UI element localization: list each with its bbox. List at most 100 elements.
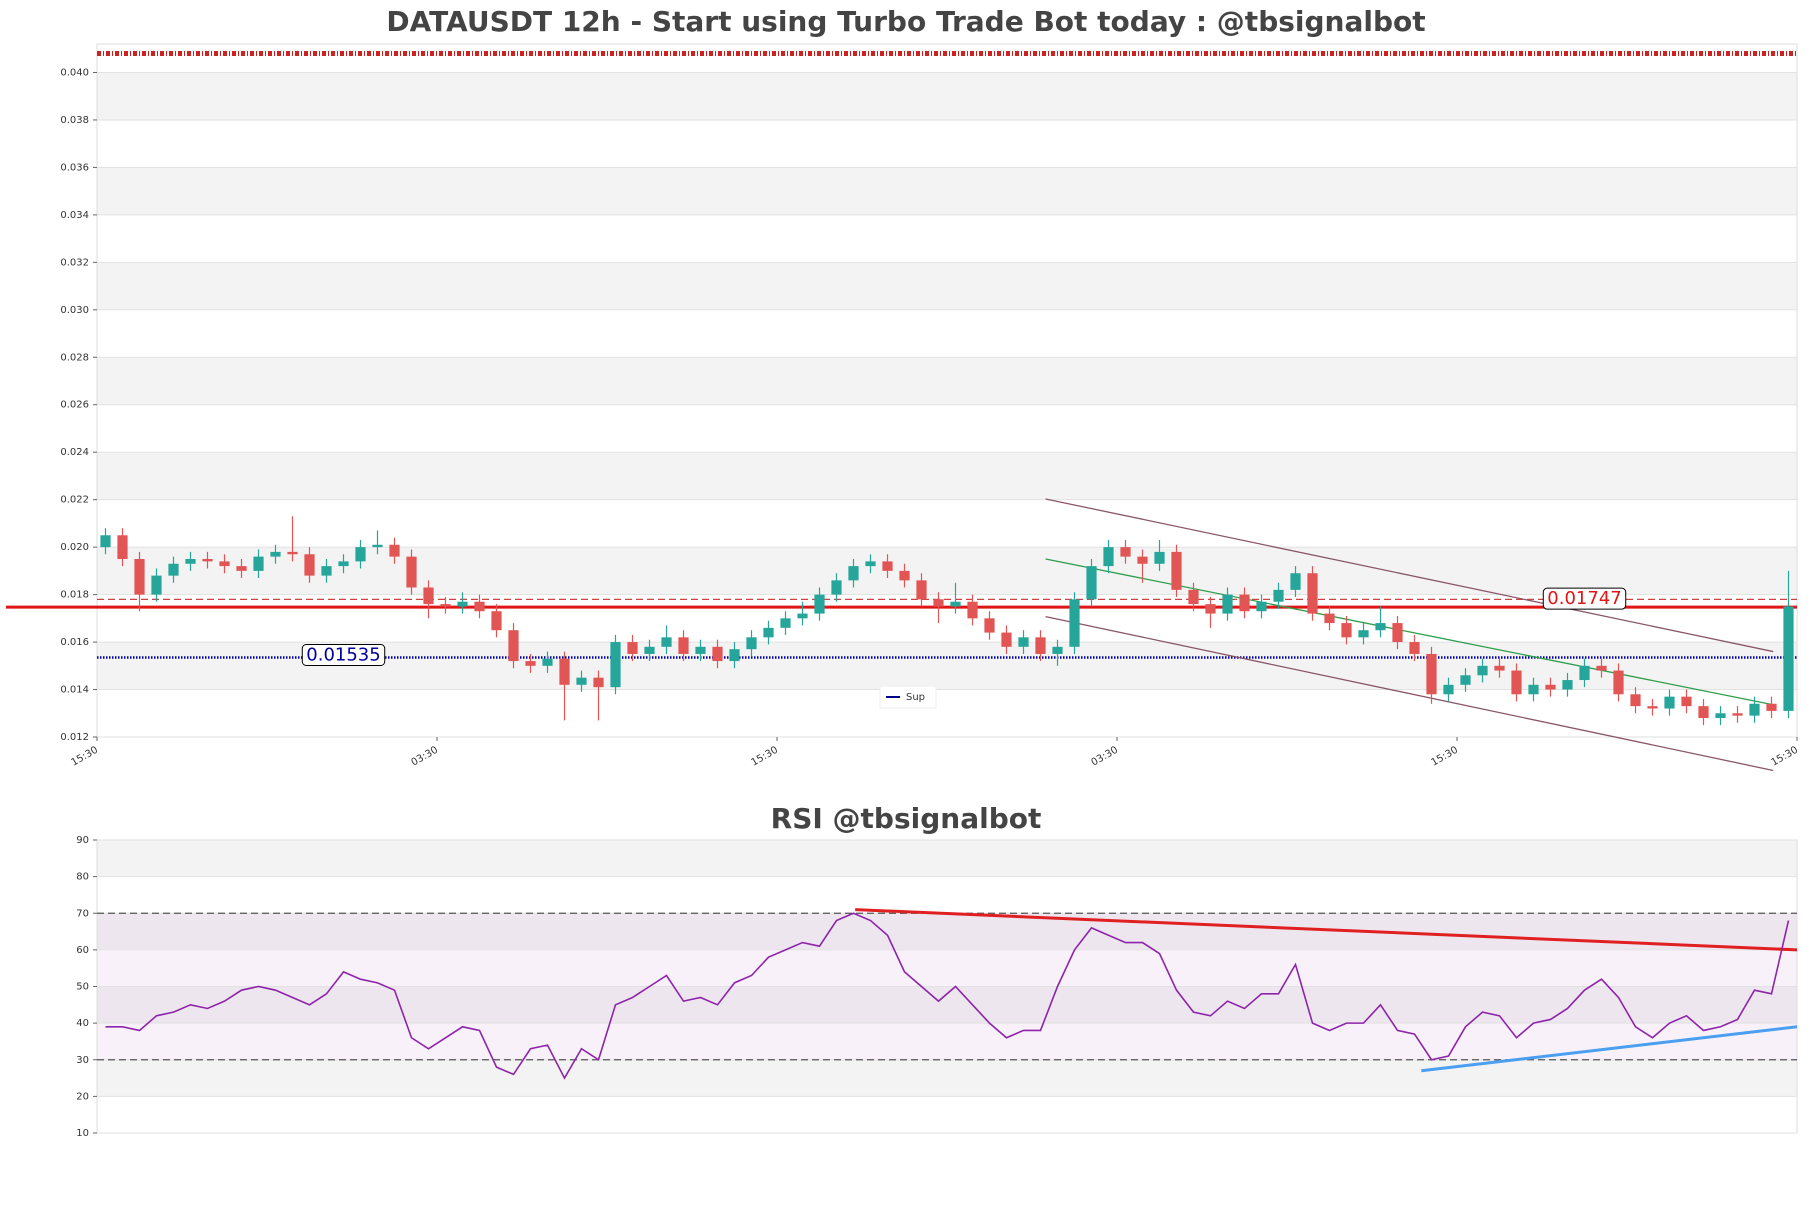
band xyxy=(97,262,1797,310)
candle-body xyxy=(1460,675,1471,685)
y-tick-label: 0.020 xyxy=(60,542,89,553)
candle-body xyxy=(559,658,570,685)
candle-body xyxy=(321,566,332,576)
candle-body xyxy=(1188,589,1199,605)
candle-body xyxy=(1766,703,1777,711)
band xyxy=(97,1059,1797,1097)
candle-body xyxy=(1290,573,1301,590)
candle-body xyxy=(576,677,587,685)
candle-body xyxy=(1732,713,1743,716)
candle-body xyxy=(1698,706,1709,719)
x-tick-label: 15:30 xyxy=(1430,745,1460,769)
candle-body xyxy=(270,551,281,557)
legend-box xyxy=(879,685,937,709)
candle-body xyxy=(797,613,808,619)
y-tick-label: 80 xyxy=(76,872,89,883)
y-tick-label: 0.022 xyxy=(60,495,89,506)
candle-body xyxy=(865,561,876,567)
candle-body xyxy=(1528,684,1539,695)
candle-body xyxy=(423,587,434,605)
candle-body xyxy=(831,580,842,595)
y-tick-label: 40 xyxy=(76,1018,89,1029)
candle-body xyxy=(1511,670,1522,695)
level-label-text: 0.01747 xyxy=(1547,588,1621,609)
candle-body xyxy=(253,556,264,571)
band xyxy=(97,72,1797,120)
candle-body xyxy=(933,599,944,607)
candle-body xyxy=(134,559,145,595)
candle-body xyxy=(185,559,196,564)
band xyxy=(97,986,1797,1024)
candle-body xyxy=(168,563,179,576)
y-tick-label: 0.018 xyxy=(60,590,89,601)
legend-label: Sup xyxy=(906,692,925,703)
candle-body xyxy=(1579,665,1590,681)
level-label-box xyxy=(301,643,386,666)
candle-body xyxy=(916,580,927,600)
y-tick-label: 0.024 xyxy=(60,447,89,458)
candle-body xyxy=(1749,703,1760,716)
level-label: 0.01747 xyxy=(1542,587,1627,610)
trend-line xyxy=(1045,616,1774,772)
candle-body xyxy=(1035,637,1046,654)
candle-body xyxy=(984,618,995,633)
candle-body xyxy=(338,561,349,567)
y-tick-label: 0.036 xyxy=(60,162,89,173)
candle-body xyxy=(372,544,383,548)
candle-body xyxy=(644,646,655,654)
trend-line xyxy=(1421,1025,1798,1073)
candle-body xyxy=(610,642,621,688)
candle-body xyxy=(440,604,451,607)
candle-body xyxy=(1681,696,1692,707)
y-tick-label: 90 xyxy=(76,835,89,846)
candle-body xyxy=(1358,630,1369,638)
candle-body xyxy=(1494,665,1505,671)
candle-body xyxy=(1613,670,1624,695)
y-tick-label: 0.028 xyxy=(60,352,89,363)
candle-body xyxy=(389,544,400,557)
candle-body xyxy=(1477,665,1488,676)
y-tick-label: 60 xyxy=(76,945,89,956)
candle-body xyxy=(661,637,672,647)
candle-body xyxy=(1392,623,1403,643)
candle-body xyxy=(1324,613,1335,624)
x-tick-label: 03:30 xyxy=(410,745,440,769)
candle-body xyxy=(1562,680,1573,690)
candle-body xyxy=(729,649,740,662)
candle-body xyxy=(525,661,536,666)
candle-body xyxy=(1307,573,1318,614)
y-tick-label: 30 xyxy=(76,1055,89,1066)
y-tick-label: 0.038 xyxy=(60,115,89,126)
candle-body xyxy=(1375,623,1386,631)
candle-body xyxy=(355,547,366,562)
candle-body xyxy=(1545,684,1556,690)
candle-body xyxy=(1018,637,1029,647)
candle-body xyxy=(1001,632,1012,647)
level-label: 0.01535 xyxy=(301,643,386,666)
y-tick-label: 0.016 xyxy=(60,637,89,648)
candle-body xyxy=(508,630,519,662)
candle-body xyxy=(695,646,706,654)
level-label-box xyxy=(1542,587,1627,610)
candle-body xyxy=(1443,684,1454,695)
candle-body xyxy=(406,556,417,588)
candle-body xyxy=(287,551,298,555)
candle-body xyxy=(1664,696,1675,709)
candle-body xyxy=(1409,642,1420,654)
x-tick-label: 15:30 xyxy=(750,745,780,769)
candle-body xyxy=(117,535,128,560)
candle-body xyxy=(1715,713,1726,719)
trend-line xyxy=(855,908,1798,952)
candle-body xyxy=(1783,606,1794,711)
y-tick-label: 0.030 xyxy=(60,305,89,316)
band xyxy=(97,913,1797,950)
candle-body xyxy=(712,646,723,662)
y-tick-label: 0.026 xyxy=(60,400,89,411)
candle-body xyxy=(814,594,825,614)
candle-body xyxy=(1154,551,1165,564)
x-tick-label: 15:30 xyxy=(70,745,100,769)
candle-body xyxy=(1273,589,1284,602)
candle-body xyxy=(1205,604,1216,614)
chart-title: DATAUSDT 12h - Start using Turbo Trade B… xyxy=(386,5,1425,38)
band xyxy=(97,357,1797,405)
